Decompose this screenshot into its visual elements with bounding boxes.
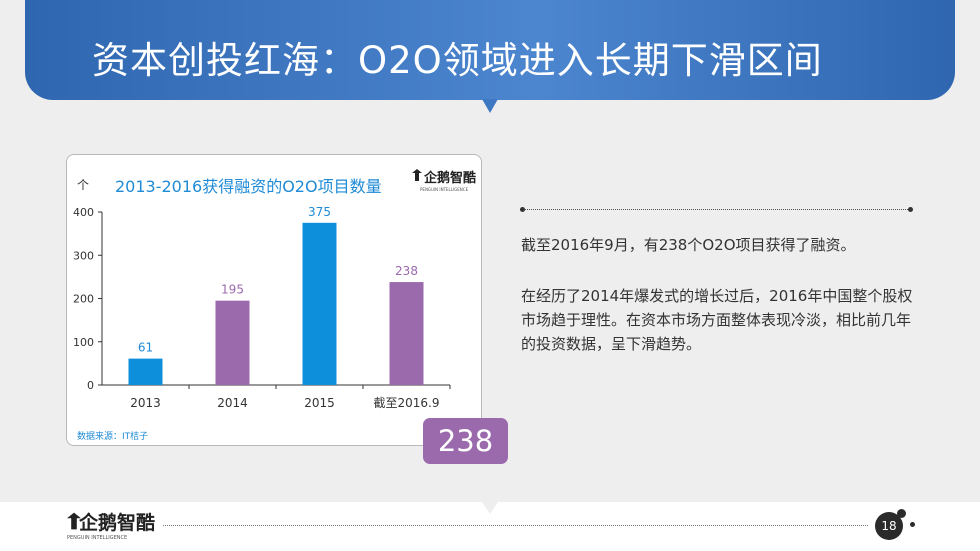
y-tick-label: 300 [73,249,94,262]
chart-logo-text: 企鹅智酷 [424,171,477,186]
y-tick-label: 100 [73,336,94,349]
chart-logo: 企鹅智酷 PENGUIN INTELLIGENCE [412,165,476,197]
x-tick-label: 2014 [217,396,248,410]
y-tick-label: 400 [73,206,94,219]
penguin-logo-icon [412,169,422,181]
chart-card: 个 2013-2016获得融资的O2O项目数量 企鹅智酷 PENGUIN INT… [66,154,482,446]
bar-value-label: 238 [395,264,418,278]
footer-pointer [482,502,498,514]
bar [389,282,424,385]
slide-title: 资本创投红海：O2O领域进入长期下滑区间 [92,39,823,82]
x-tick-label: 截至2016.9 [374,396,440,410]
divider-line [522,209,912,210]
description-paragraph-1: 截至2016年9月，有238个O2O项目获得了融资。 [521,236,856,254]
footer-logo: 企鹅智酷 PENGUIN INTELLIGENCE [67,508,157,544]
chart-logo-subtext: PENGUIN INTELLIGENCE [420,187,469,192]
highlight-badge: 238 [423,418,508,464]
penguin-logo-icon [67,512,81,530]
bar-chart: 0 100 200 300 400 61 2013 195 2014 375 2015 238 截至20… [73,205,451,410]
footer-logo-subtext: PENGUIN INTELLIGENCE [67,535,128,541]
bar-value-label: 195 [221,283,244,297]
title-banner [25,0,955,100]
page-number-dot-small [910,522,915,527]
footer-dotted-line [163,525,868,526]
bar-value-label: 375 [308,205,331,219]
bar [215,300,250,385]
chart-unit-label: 个 [77,178,90,192]
y-tick-label: 0 [87,379,94,392]
page-number-dot [897,509,906,518]
x-tick-label: 2015 [304,396,335,410]
x-tick-label: 2013 [130,396,161,410]
banner-pointer [482,99,498,113]
chart-title: 2013-2016获得融资的O2O项目数量 [115,177,382,196]
data-source: 数据来源：IT桔子 [77,432,149,442]
y-tick-label: 200 [73,293,94,306]
divider-dot-left [520,207,525,212]
bar-value-label: 61 [138,341,153,355]
bar [302,222,337,385]
footer-logo-text: 企鹅智酷 [79,512,156,534]
description-paragraph-2: 在经历了2014年爆发式的增长过后，2016年中国整个股权市场趋于理性。在资本市… [521,287,913,353]
bar [128,358,163,385]
divider-dot-right [908,207,913,212]
